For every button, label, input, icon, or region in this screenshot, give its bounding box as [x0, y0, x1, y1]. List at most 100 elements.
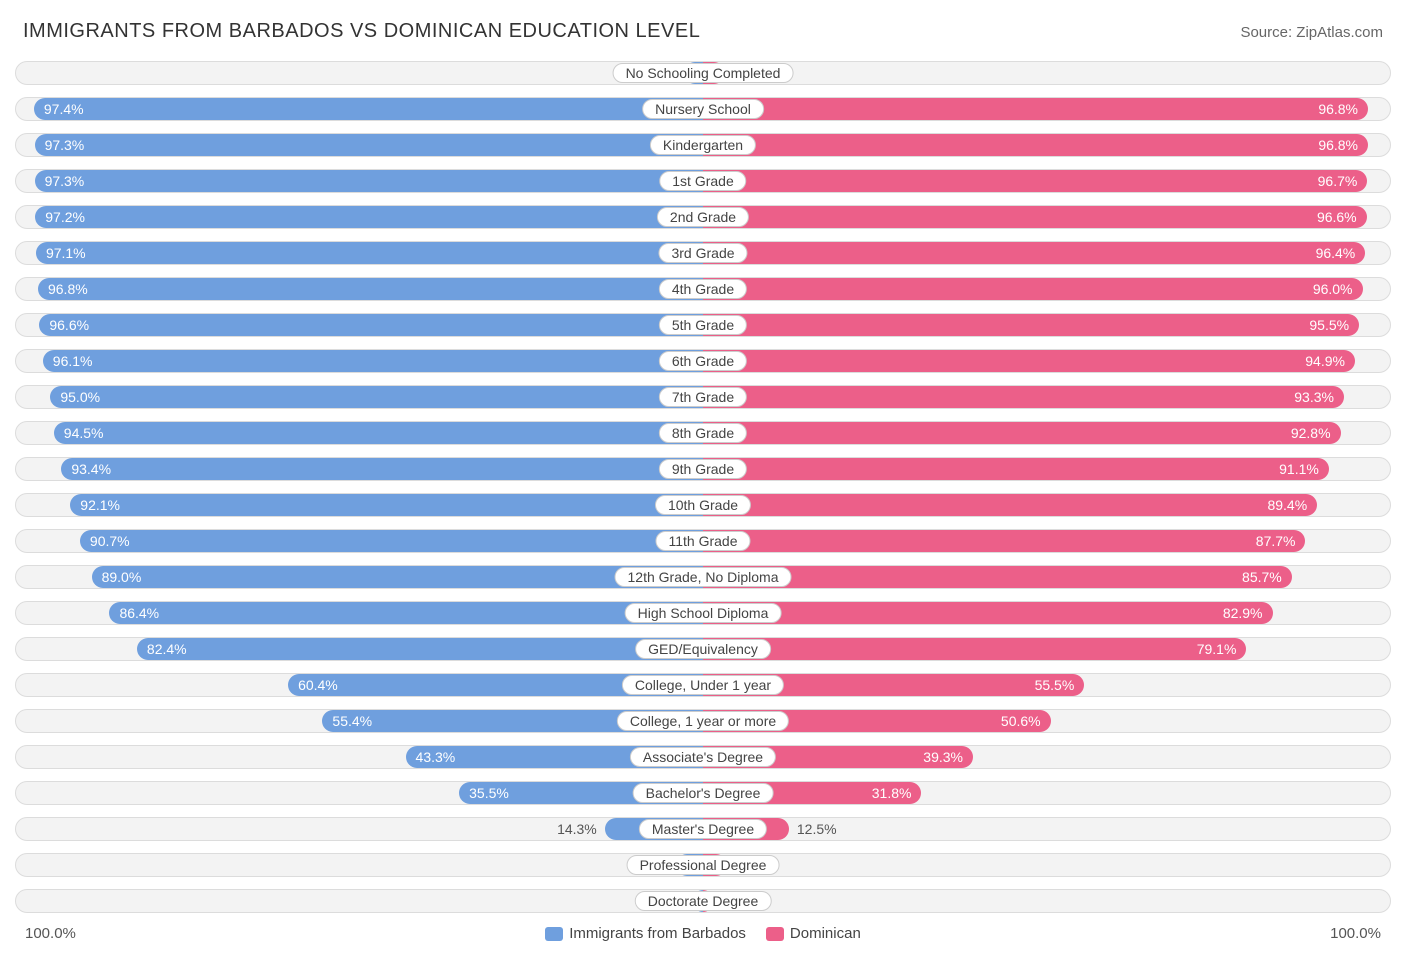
value-label-left: 86.4%: [119, 602, 159, 624]
chart-row: 94.5%92.8%8th Grade: [15, 421, 1391, 445]
value-label-right: 85.7%: [1242, 566, 1282, 588]
chart-row: 96.8%96.0%4th Grade: [15, 277, 1391, 301]
value-label-left: 14.3%: [557, 818, 597, 840]
bar-left: [35, 134, 703, 156]
value-label-left: 82.4%: [147, 638, 187, 660]
bar-right: [703, 638, 1246, 660]
category-label: 2nd Grade: [657, 207, 749, 227]
value-label-left: 94.5%: [64, 422, 104, 444]
chart-row: 89.0% 85.7% 12th Grade, No Diploma: [15, 565, 1391, 589]
value-label-left: 96.1%: [53, 350, 93, 372]
chart-row: 96.6%95.5%5th Grade: [15, 313, 1391, 337]
legend-item-left: Immigrants from Barbados: [545, 925, 746, 942]
bar-right: [703, 170, 1367, 192]
chart-row: 96.1% 94.9% 6th Grade: [15, 349, 1391, 373]
value-label-left: 60.4%: [298, 674, 338, 696]
bar-right: [703, 206, 1367, 228]
chart-row: 97.3%96.7%1st Grade: [15, 169, 1391, 193]
bar-left: [38, 278, 703, 300]
chart-title: IMMIGRANTS FROM BARBADOS VS DOMINICAN ED…: [23, 20, 700, 43]
chart-row: 82.4% 79.1% GED/Equivalency: [15, 637, 1391, 661]
value-label-left: 89.0%: [102, 566, 142, 588]
bar-left: [92, 566, 703, 588]
bar-right: [703, 314, 1359, 336]
chart-row: 43.3%39.3%Associate's Degree: [15, 745, 1391, 769]
chart-footer: 100.0% Immigrants from Barbados Dominica…: [15, 925, 1391, 942]
category-label: GED/Equivalency: [635, 639, 771, 659]
value-label-left: 95.0%: [60, 386, 100, 408]
chart-row: 3.9%3.5%Professional Degree: [15, 853, 1391, 877]
category-label: Bachelor's Degree: [633, 783, 774, 803]
chart-row: 95.0%93.3%7th Grade: [15, 385, 1391, 409]
category-label: 11th Grade: [655, 531, 750, 551]
category-label: Nursery School: [642, 99, 764, 119]
legend-label-left: Immigrants from Barbados: [569, 925, 746, 942]
axis-left-max: 100.0%: [25, 925, 76, 942]
bar-right: [703, 134, 1368, 156]
value-label-right: 95.5%: [1309, 314, 1349, 336]
bar-left: [35, 170, 703, 192]
category-label: No Schooling Completed: [613, 63, 794, 83]
chart-row: 90.7%87.7%11th Grade: [15, 529, 1391, 553]
category-label: 1st Grade: [659, 171, 746, 191]
value-label-left: 97.1%: [46, 242, 86, 264]
bar-left: [54, 422, 703, 444]
bar-right: [703, 350, 1355, 372]
category-label: Master's Degree: [639, 819, 767, 839]
value-label-right: 87.7%: [1256, 530, 1296, 552]
chart-row: 86.4%82.9%High School Diploma: [15, 601, 1391, 625]
category-label: 3rd Grade: [658, 243, 747, 263]
chart-row: 14.3% 12.5% Master's Degree: [15, 817, 1391, 841]
bar-right: [703, 278, 1363, 300]
value-label-right: 79.1%: [1197, 638, 1237, 660]
bar-left: [50, 386, 703, 408]
category-label: 7th Grade: [659, 387, 747, 407]
value-label-right: 12.5%: [797, 818, 837, 840]
chart-source: Source: ZipAtlas.com: [1240, 24, 1383, 41]
category-label: Associate's Degree: [630, 747, 776, 767]
category-label: Doctorate Degree: [635, 891, 772, 911]
value-label-right: 96.4%: [1316, 242, 1356, 264]
chart-header: IMMIGRANTS FROM BARBADOS VS DOMINICAN ED…: [15, 20, 1391, 43]
legend: Immigrants from Barbados Dominican: [545, 925, 861, 942]
chart-row: 1.5%1.4%Doctorate Degree: [15, 889, 1391, 913]
bar-right: [703, 494, 1317, 516]
bar-left: [80, 530, 703, 552]
chart-row: 97.2%96.6%2nd Grade: [15, 205, 1391, 229]
category-label: 5th Grade: [659, 315, 747, 335]
value-label-left: 93.4%: [71, 458, 111, 480]
value-label-left: 96.8%: [48, 278, 88, 300]
value-label-right: 82.9%: [1223, 602, 1263, 624]
bar-right: [703, 242, 1365, 264]
legend-swatch-right: [766, 927, 784, 941]
bar-left: [70, 494, 703, 516]
legend-label-right: Dominican: [790, 925, 861, 942]
chart-row: 55.4%50.6%College, 1 year or more: [15, 709, 1391, 733]
value-label-right: 94.9%: [1305, 350, 1345, 372]
value-label-left: 97.3%: [45, 170, 85, 192]
chart-row: 92.1%89.4%10th Grade: [15, 493, 1391, 517]
bar-left: [43, 350, 703, 372]
value-label-left: 55.4%: [332, 710, 372, 732]
chart-row: 97.4%96.8%Nursery School: [15, 97, 1391, 121]
bar-right: [703, 602, 1273, 624]
bar-left: [36, 242, 703, 264]
category-label: Kindergarten: [650, 135, 756, 155]
category-label: 9th Grade: [659, 459, 747, 479]
category-label: 6th Grade: [659, 351, 747, 371]
chart-row: 97.3%96.8%Kindergarten: [15, 133, 1391, 157]
bar-right: [703, 98, 1368, 120]
bar-left: [61, 458, 703, 480]
chart-row: 97.1% 96.4% 3rd Grade: [15, 241, 1391, 265]
value-label-right: 31.8%: [872, 782, 912, 804]
category-label: College, Under 1 year: [622, 675, 784, 695]
bar-left: [35, 206, 703, 228]
category-label: 12th Grade, No Diploma: [615, 567, 792, 587]
legend-swatch-left: [545, 927, 563, 941]
bar-right: [703, 422, 1341, 444]
bar-right: [703, 530, 1305, 552]
bar-right: [703, 386, 1344, 408]
category-label: Professional Degree: [627, 855, 780, 875]
chart-row: 2.7%3.2%No Schooling Completed: [15, 61, 1391, 85]
value-label-right: 50.6%: [1001, 710, 1041, 732]
